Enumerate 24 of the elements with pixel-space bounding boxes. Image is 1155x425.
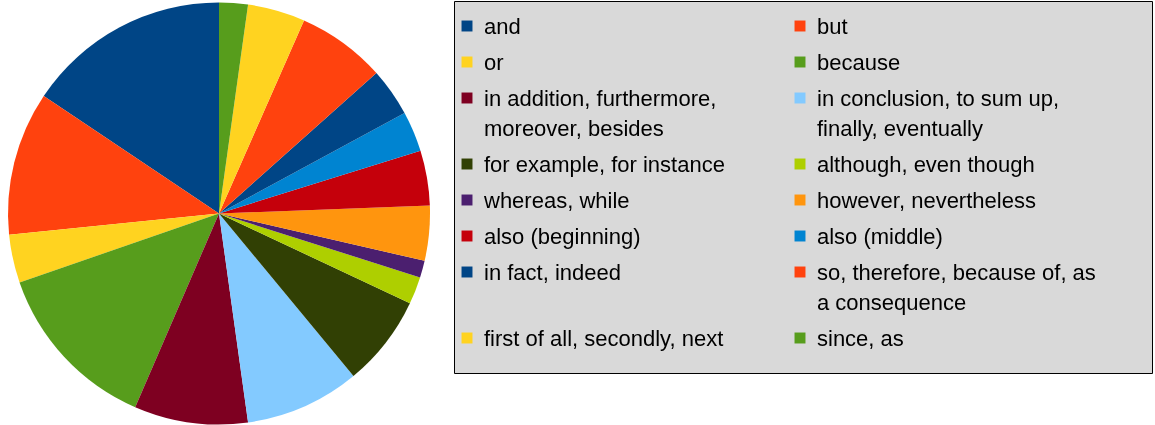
- pie-slice: [219, 213, 425, 278]
- pie-slice: [219, 213, 410, 377]
- legend-label: although, even though: [817, 152, 1035, 177]
- pie-slice: [219, 113, 421, 214]
- legend-label: also (beginning): [484, 224, 641, 249]
- pie-slice: [219, 205, 430, 261]
- legend-label: for example, for instance: [484, 152, 725, 177]
- legend-label: first of all, secondly, next: [484, 326, 724, 351]
- legend-label: but: [817, 14, 848, 39]
- legend-label: however, nevertheless: [817, 188, 1036, 213]
- legend-label: whereas, while: [483, 188, 630, 213]
- pie-slice: [219, 213, 421, 304]
- legend-label: since, as: [817, 326, 904, 351]
- pie-slice: [19, 213, 219, 408]
- legend-label: and: [484, 14, 521, 39]
- pie-slice: [219, 4, 305, 214]
- legend-label: in fact, indeed: [484, 260, 621, 285]
- pie-slice: [135, 213, 249, 425]
- pie-slice: [9, 213, 219, 283]
- legend-label: also (middle): [817, 224, 943, 249]
- legend-label: because: [817, 50, 901, 75]
- pie-slice: [219, 150, 430, 214]
- legend-label: or: [484, 50, 504, 75]
- pie-slice: [219, 213, 354, 423]
